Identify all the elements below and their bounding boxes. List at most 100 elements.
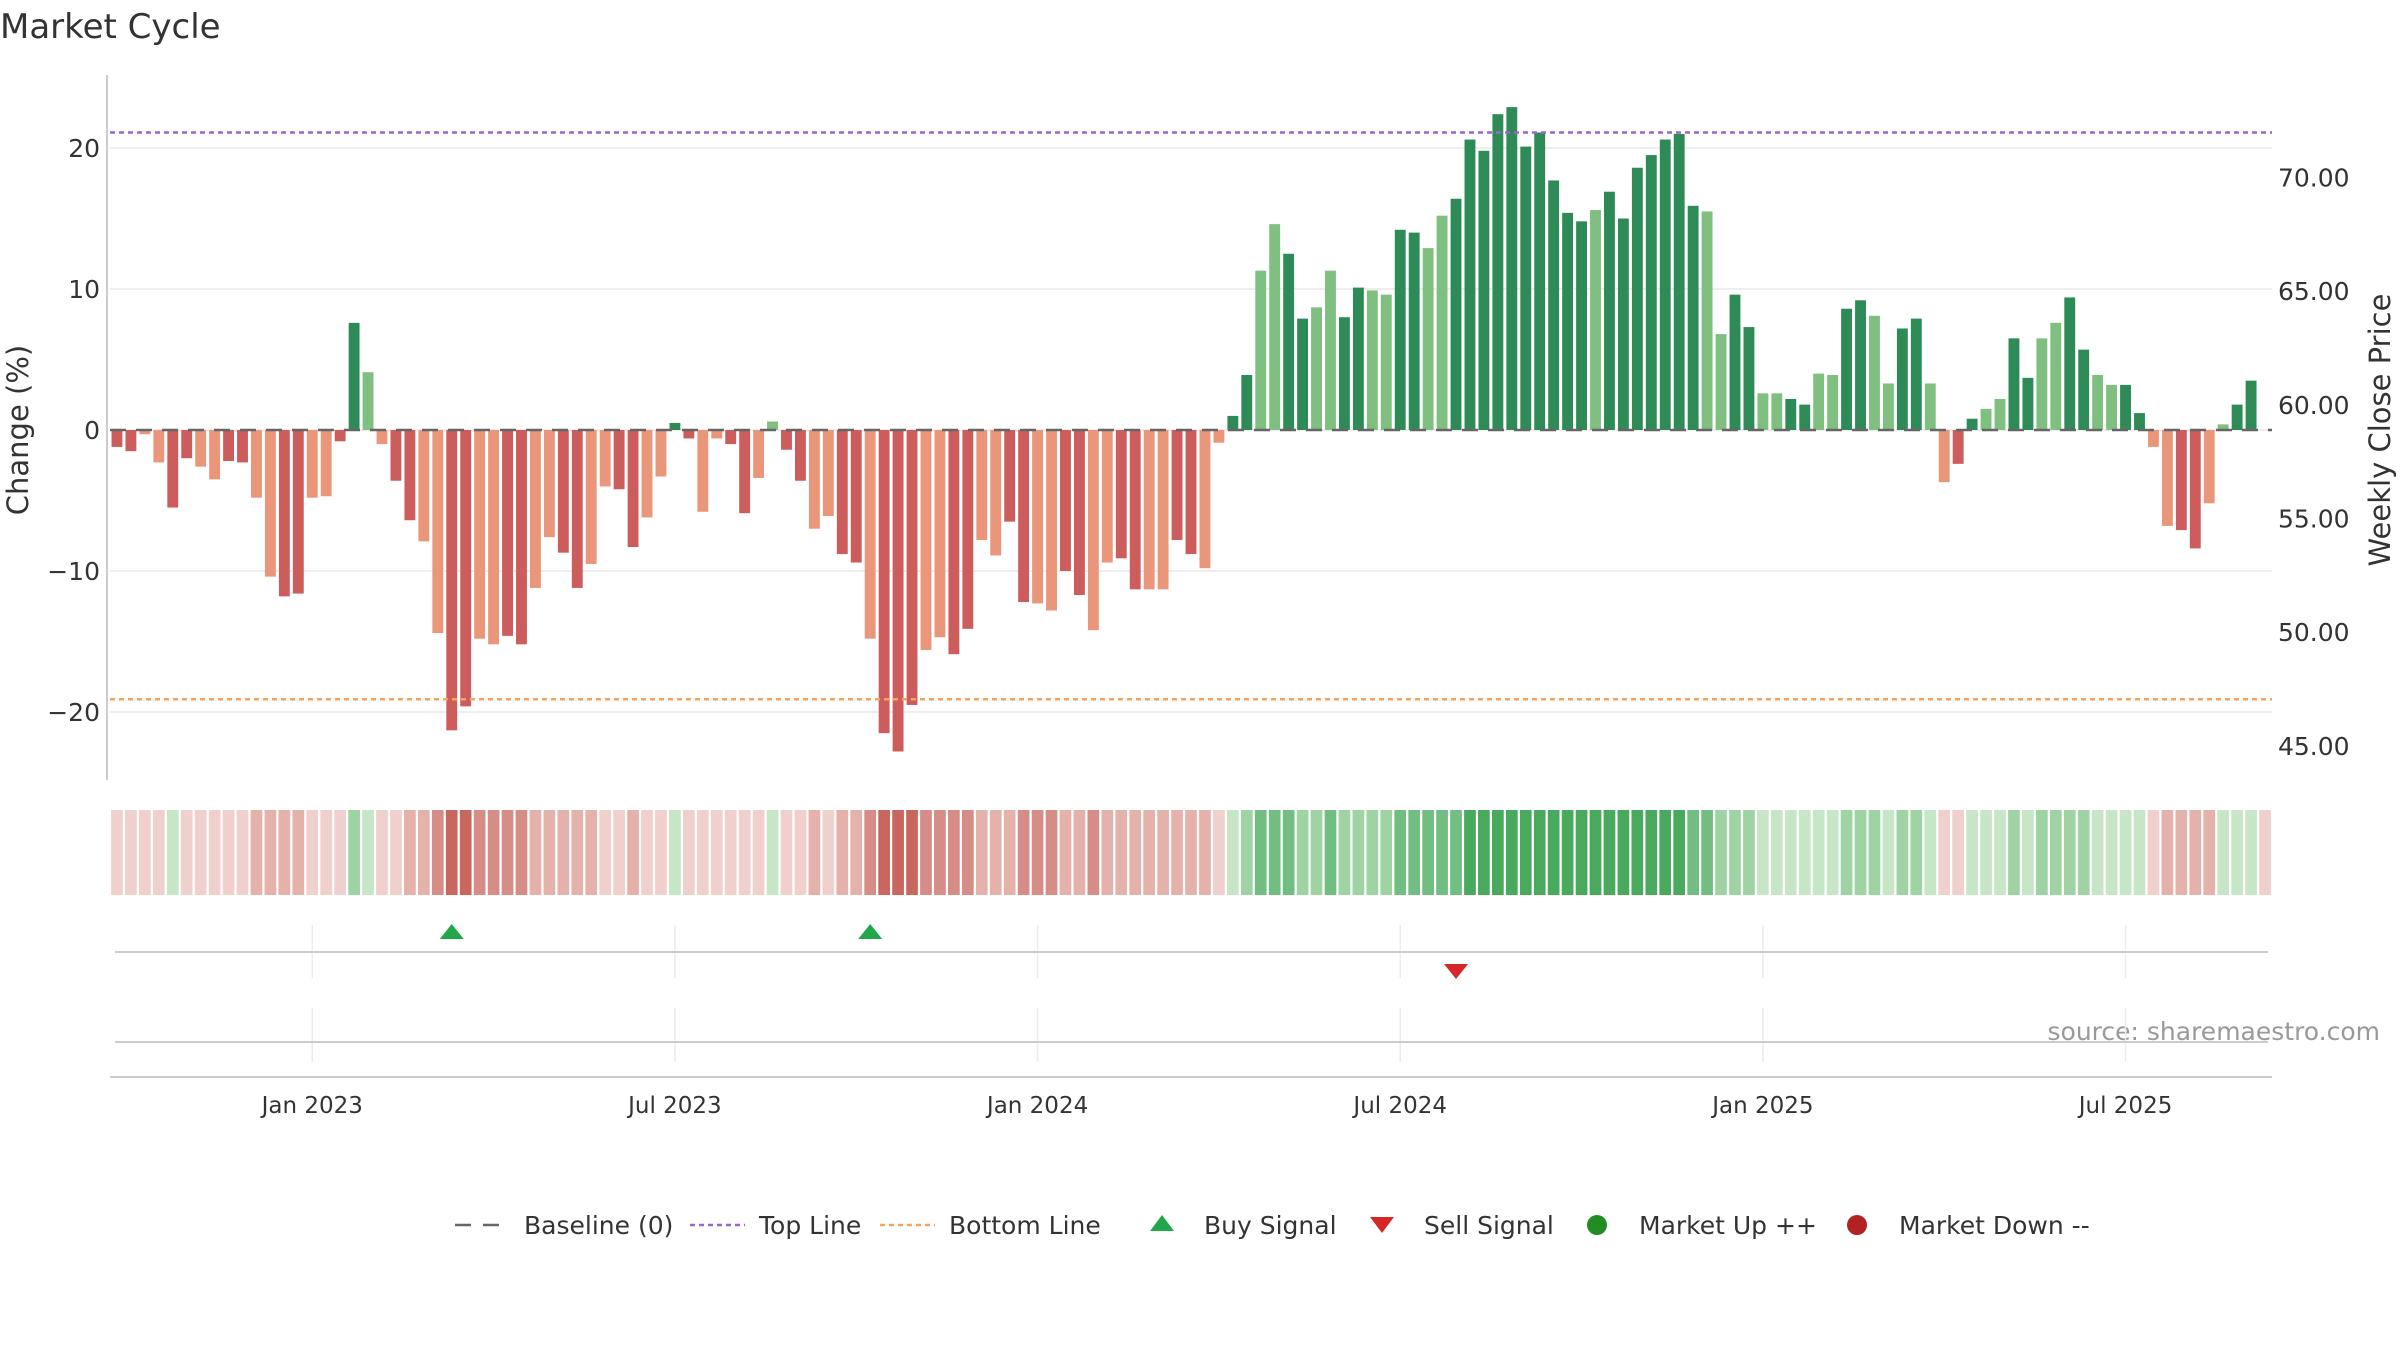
- bar-114: [1701, 211, 1713, 430]
- intensity-cell-87: [1324, 810, 1337, 895]
- intensity-cell-61: [961, 810, 974, 895]
- bar-23: [432, 430, 444, 634]
- intensity-cell-129: [1910, 810, 1923, 895]
- bar-24: [446, 430, 458, 731]
- intensity-cell-1: [125, 810, 137, 895]
- bar-28: [502, 430, 513, 636]
- bar-151: [2217, 424, 2229, 430]
- intensity-cell-145: [2133, 810, 2146, 895]
- bar-67: [1046, 430, 1057, 611]
- intensity-cell-72: [1115, 810, 1128, 895]
- intensity-cell-112: [1673, 810, 1686, 895]
- bar-103: [1548, 180, 1560, 430]
- bar-59: [934, 430, 946, 638]
- bar-84: [1283, 253, 1295, 430]
- intensity-cell-99: [1492, 810, 1504, 895]
- intensity-cell-64: [1003, 810, 1016, 895]
- bar-81: [1241, 375, 1253, 430]
- bar-19: [376, 430, 388, 445]
- intensity-cell-35: [599, 810, 612, 895]
- chart-title: Market Cycle: [0, 7, 221, 47]
- intensity-cell-153: [2245, 810, 2257, 895]
- bar-39: [655, 430, 667, 477]
- bar-21: [404, 430, 416, 521]
- bar-47: [767, 421, 778, 430]
- intensity-cell-142: [2091, 810, 2104, 895]
- intensity-cell-79: [1213, 810, 1225, 895]
- intensity-cell-12: [278, 810, 291, 895]
- y-tick-label: −20: [47, 698, 100, 727]
- bar-46: [753, 430, 765, 478]
- bar-70: [1087, 430, 1099, 631]
- bar-141: [2078, 349, 2090, 430]
- bar-11: [264, 430, 276, 577]
- bar-52: [836, 430, 848, 555]
- intensity-cell-131: [1938, 810, 1951, 895]
- intensity-cell-60: [948, 810, 960, 895]
- intensity-cell-32: [557, 810, 570, 895]
- bar-77: [1185, 430, 1197, 555]
- bar-140: [2064, 297, 2076, 430]
- intensity-cell-73: [1129, 810, 1142, 895]
- bar-112: [1673, 133, 1685, 430]
- intensity-cell-0: [111, 810, 123, 895]
- bar-36: [613, 430, 625, 490]
- y2-tick-label: 45.00: [2278, 732, 2350, 761]
- intensity-cell-109: [1631, 810, 1644, 895]
- intensity-cell-106: [1589, 810, 1602, 895]
- bar-110: [1645, 155, 1657, 431]
- intensity-cell-111: [1659, 810, 1672, 895]
- x-tick-label: Jul 2023: [626, 1093, 722, 1119]
- bar-15: [320, 430, 332, 497]
- intensity-cell-152: [2231, 810, 2243, 895]
- intensity-cell-58: [920, 810, 932, 895]
- bar-61: [962, 430, 974, 629]
- intensity-cell-41: [682, 810, 695, 895]
- intensity-cell-150: [2203, 810, 2216, 895]
- bar-42: [697, 430, 709, 512]
- intensity-cell-143: [2105, 810, 2118, 895]
- bar-117: [1743, 327, 1755, 430]
- intensity-cell-42: [696, 810, 709, 895]
- bar-40: [669, 422, 681, 430]
- intensity-cell-114: [1701, 810, 1713, 895]
- intensity-cell-97: [1464, 810, 1476, 895]
- intensity-cell-92: [1394, 810, 1407, 895]
- bar-14: [306, 430, 318, 498]
- intensity-cell-52: [836, 810, 849, 895]
- bar-115: [1715, 334, 1727, 430]
- intensity-cell-122: [1812, 810, 1825, 895]
- intensity-cell-56: [892, 810, 904, 895]
- bar-54: [864, 430, 876, 639]
- intensity-cell-31: [543, 810, 556, 895]
- bar-33: [571, 430, 583, 588]
- bar-0: [111, 430, 123, 447]
- legend-label-sell: Sell Signal: [1424, 1211, 1554, 1240]
- bar-51: [822, 430, 834, 517]
- intensity-cell-62: [975, 810, 988, 895]
- bar-10: [251, 430, 262, 498]
- intensity-cell-84: [1282, 810, 1295, 895]
- bar-25: [460, 430, 472, 707]
- intensity-cell-70: [1087, 810, 1100, 895]
- intensity-cell-100: [1505, 810, 1518, 895]
- intensity-cell-53: [850, 810, 863, 895]
- bar-125: [1855, 300, 1866, 430]
- bar-1: [125, 430, 137, 452]
- intensity-cell-93: [1408, 810, 1421, 895]
- legend-label-bottomline: Bottom Line: [949, 1211, 1101, 1240]
- intensity-cell-10: [250, 810, 263, 895]
- y-axis-label: Change (%): [1, 345, 35, 515]
- bar-128: [1896, 328, 1908, 430]
- intensity-cell-83: [1268, 810, 1281, 895]
- intensity-cell-13: [292, 810, 305, 895]
- intensity-cell-133: [1966, 810, 1978, 895]
- bar-68: [1060, 430, 1071, 571]
- intensity-cell-3: [152, 810, 165, 895]
- legend: Baseline (0) Top Line Bottom Line Buy Signa…: [455, 1211, 2090, 1240]
- intensity-cell-115: [1715, 810, 1727, 895]
- intensity-cell-18: [362, 810, 374, 895]
- intensity-cell-126: [1868, 810, 1881, 895]
